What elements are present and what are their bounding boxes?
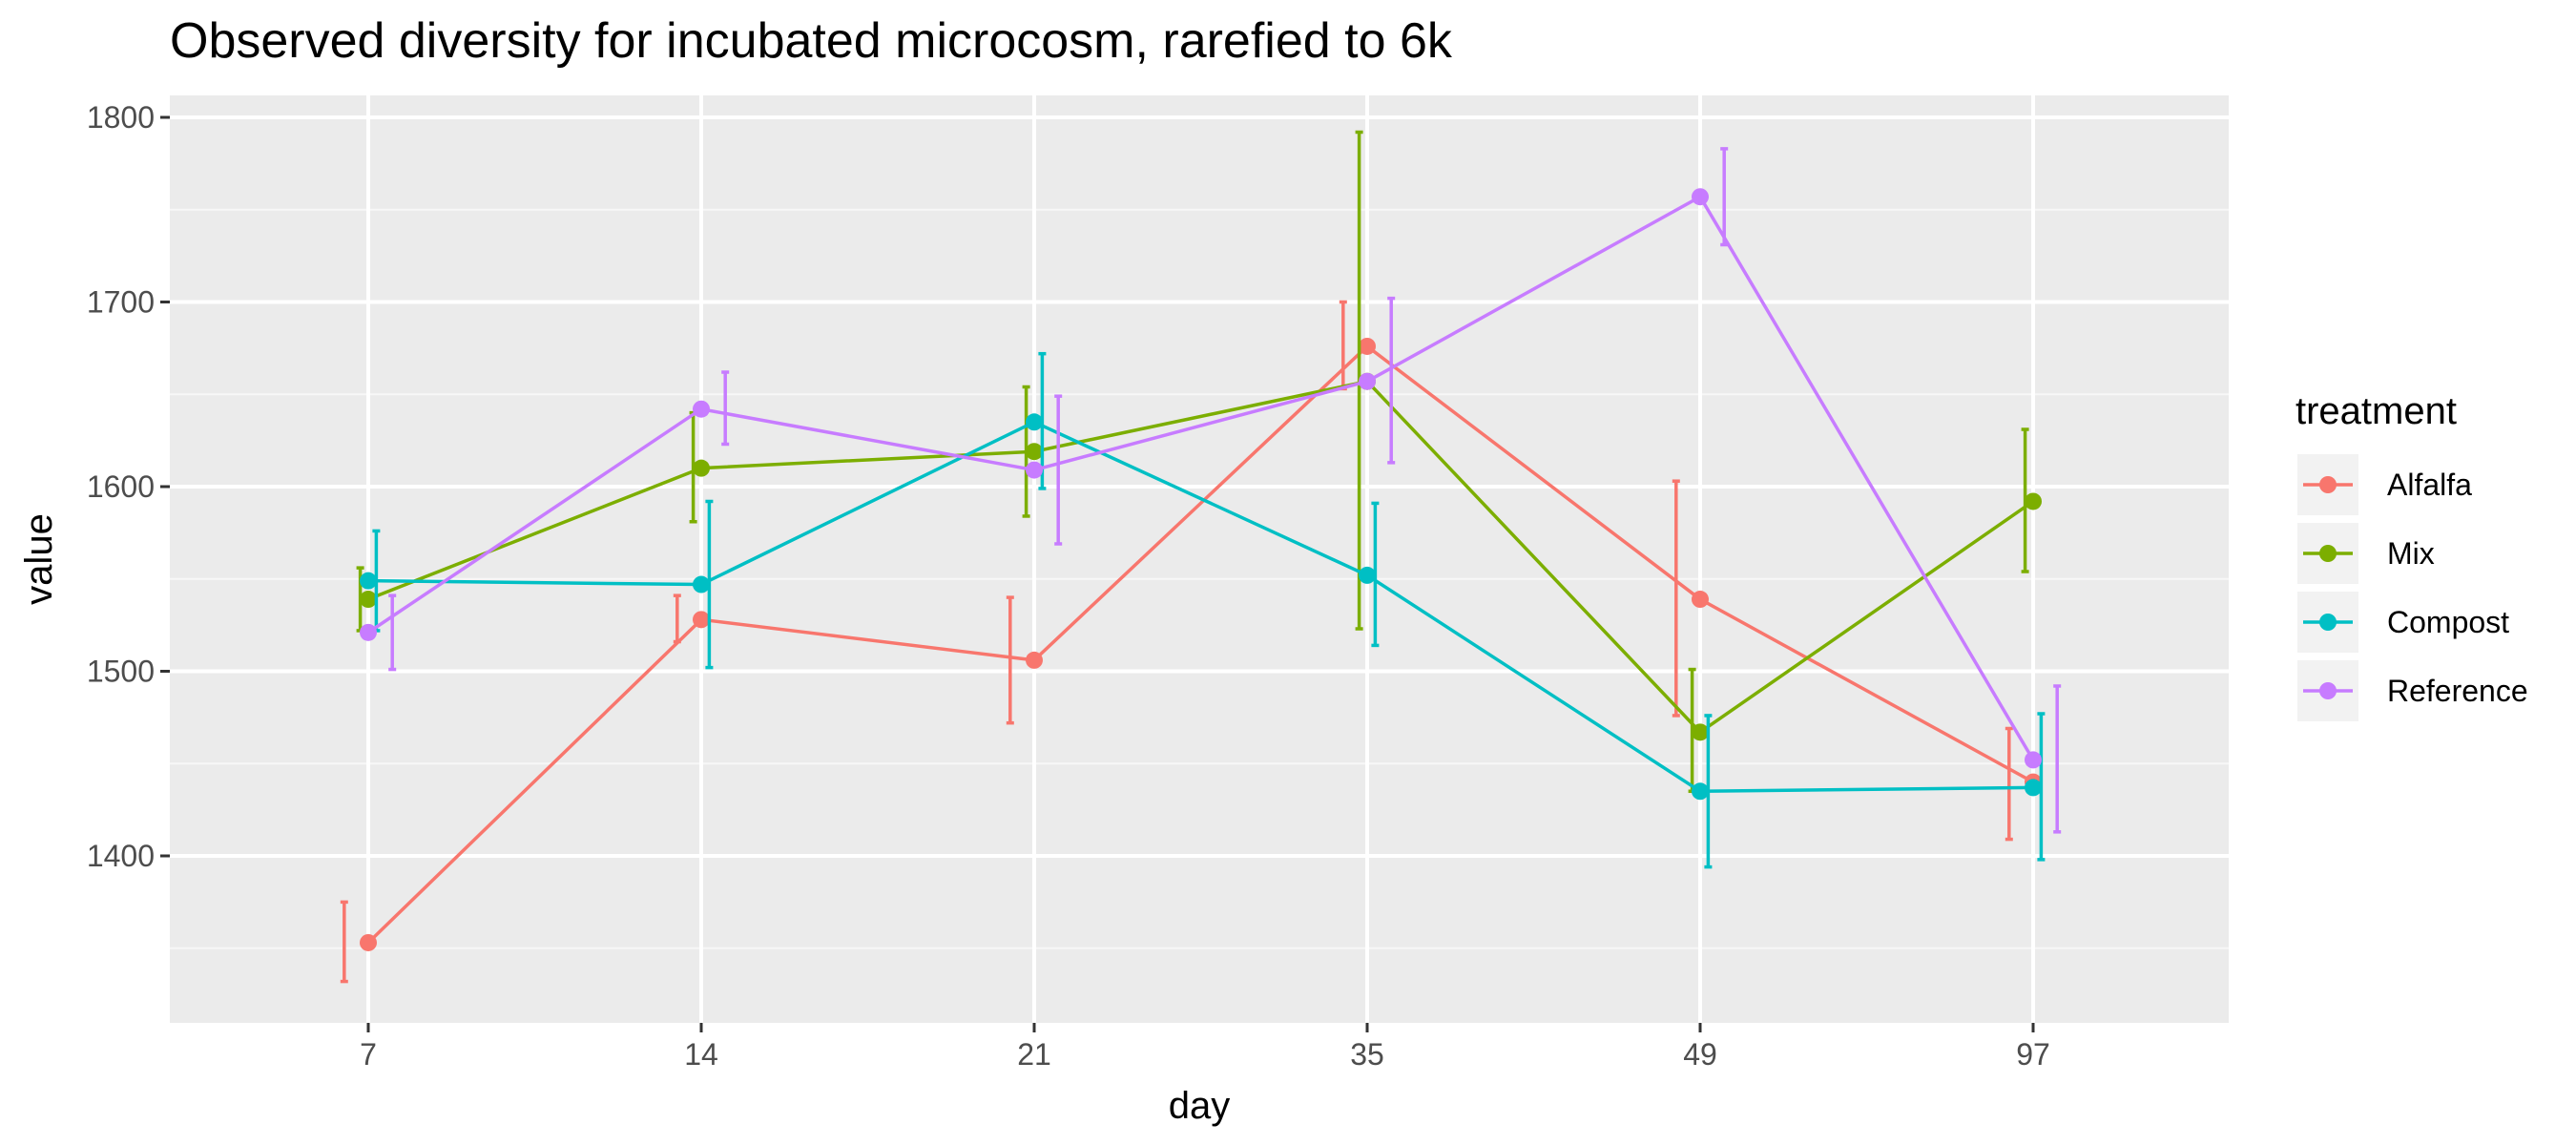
legend-label: Alfalfa bbox=[2387, 468, 2472, 502]
data-point bbox=[360, 591, 377, 609]
series-compost bbox=[360, 351, 2046, 869]
series-line-reference bbox=[367, 194, 2035, 761]
series-layer bbox=[340, 130, 2062, 984]
series-line-mix bbox=[367, 379, 2034, 735]
plot-panel bbox=[170, 95, 2229, 1023]
y-axis-title: value bbox=[18, 513, 60, 605]
legend-item-alfalfa: Alfalfa bbox=[2297, 454, 2472, 515]
data-point bbox=[1692, 723, 1709, 741]
legend-label: Reference bbox=[2387, 674, 2528, 708]
data-point bbox=[1026, 413, 1043, 431]
y-tick-label: 1600 bbox=[87, 469, 155, 504]
y-tick-label: 1700 bbox=[87, 285, 155, 320]
x-tick-label: 7 bbox=[360, 1037, 377, 1072]
data-point bbox=[693, 459, 710, 477]
x-tick-label: 49 bbox=[1683, 1037, 1717, 1072]
x-tick-label: 14 bbox=[684, 1037, 718, 1072]
data-point bbox=[693, 400, 710, 418]
y-tick-label: 1500 bbox=[87, 655, 155, 689]
y-tick-label: 1800 bbox=[87, 100, 155, 135]
series-line-compost bbox=[367, 420, 2034, 794]
data-point bbox=[360, 572, 377, 590]
x-tick-label: 21 bbox=[1017, 1037, 1051, 1072]
legend-key-point bbox=[2319, 682, 2337, 699]
legend-item-compost: Compost bbox=[2297, 592, 2509, 653]
legend-key-point bbox=[2319, 614, 2337, 631]
data-point bbox=[1359, 337, 1376, 355]
legend: treatment Alfalfa Mix Compost Reference bbox=[2296, 390, 2528, 721]
x-tick-label: 35 bbox=[1350, 1037, 1384, 1072]
legend-item-reference: Reference bbox=[2297, 660, 2528, 721]
data-point bbox=[1692, 591, 1709, 609]
series-alfalfa bbox=[340, 300, 2042, 984]
y-tick-label: 1400 bbox=[87, 839, 155, 873]
data-point bbox=[1359, 566, 1376, 584]
data-point bbox=[2025, 751, 2042, 769]
data-point bbox=[2025, 492, 2042, 510]
data-point bbox=[360, 623, 377, 641]
legend-label: Mix bbox=[2387, 536, 2435, 571]
data-point bbox=[1692, 188, 1709, 206]
legend-item-mix: Mix bbox=[2297, 523, 2435, 584]
grid bbox=[170, 95, 2229, 1023]
data-point bbox=[1026, 443, 1043, 461]
data-point bbox=[2025, 779, 2042, 797]
x-tick-label: 97 bbox=[2016, 1037, 2050, 1072]
x-axis-title: day bbox=[1169, 1085, 1231, 1127]
legend-key-point bbox=[2319, 476, 2337, 493]
data-point bbox=[1026, 461, 1043, 479]
data-point bbox=[693, 611, 710, 629]
chart-title: Observed diversity for incubated microco… bbox=[170, 13, 1453, 69]
data-point bbox=[360, 933, 377, 951]
data-point bbox=[693, 575, 710, 593]
data-point bbox=[1026, 651, 1043, 669]
series-reference bbox=[360, 147, 2062, 834]
legend-key-point bbox=[2319, 545, 2337, 562]
legend-title: treatment bbox=[2296, 390, 2457, 432]
y-axis: 1400 1500 1600 1700 1800 bbox=[87, 100, 170, 873]
data-point bbox=[1692, 782, 1709, 801]
series-line-alfalfa bbox=[366, 344, 2034, 945]
legend-label: Compost bbox=[2387, 605, 2509, 639]
data-point bbox=[1359, 372, 1376, 390]
x-axis: 7 14 21 35 49 97 bbox=[360, 1023, 2050, 1072]
